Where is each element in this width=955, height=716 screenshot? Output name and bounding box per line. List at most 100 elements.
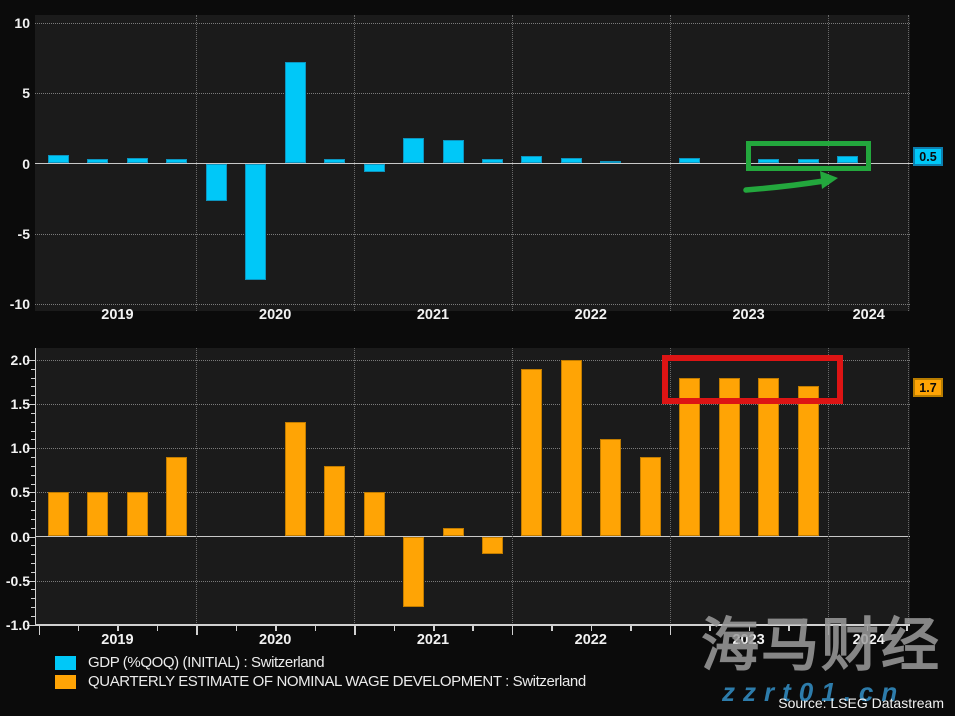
y-axis-label: 5	[22, 85, 30, 102]
y-axis-tick	[31, 615, 35, 617]
y-axis-tick	[31, 395, 35, 397]
gdp-bar	[126, 157, 148, 164]
y-axis-tick	[31, 465, 35, 467]
x-axis-label: 2020	[259, 632, 292, 648]
year-gridline	[669, 348, 671, 625]
wage-bar	[403, 536, 425, 608]
year-gridline	[908, 15, 909, 311]
gdp-series-swatch-icon	[55, 655, 76, 670]
x-axis-label: 2024	[852, 307, 885, 323]
y-axis-tick	[27, 448, 35, 450]
wage-bar	[324, 465, 346, 537]
x-axis-tick	[117, 626, 119, 631]
gdp-bar	[560, 157, 582, 164]
gdp-bar	[87, 159, 109, 164]
x-axis-label: 2022	[574, 632, 607, 648]
source-credit: Source: LSEG Datastream	[778, 695, 944, 711]
y-axis-tick	[31, 474, 35, 476]
x-axis-label: 2019	[101, 307, 134, 323]
wage-bar	[718, 377, 740, 537]
year-gridline	[827, 348, 829, 625]
year-gridline	[196, 15, 198, 311]
gridline	[35, 492, 910, 494]
y-axis-label: -1.0	[5, 616, 30, 633]
wage-bar	[363, 492, 385, 537]
y-axis-tick	[31, 412, 35, 414]
gridline	[35, 23, 910, 24]
year-gridline	[511, 15, 513, 311]
y-axis-tick	[31, 368, 35, 370]
y-axis-label: 1.0	[10, 440, 30, 457]
wage-bar	[126, 492, 148, 537]
y-axis-tick	[27, 359, 35, 361]
x-axis-tick	[77, 626, 80, 631]
gdp-bar	[48, 155, 69, 164]
x-axis-tick	[275, 626, 277, 631]
x-axis-tick	[669, 626, 672, 635]
legend-item-wage: QUARTERLY ESTIMATE OF NOMINAL WAGE DEVEL…	[55, 672, 586, 691]
x-axis-label: 2019	[101, 632, 134, 648]
gdp-bar	[442, 139, 464, 164]
y-axis-label: 1.5	[10, 396, 30, 413]
x-axis-tick	[235, 626, 238, 631]
wage-bar	[284, 421, 306, 537]
gdp-bar	[403, 138, 425, 164]
wage-bar	[639, 457, 661, 537]
x-axis-label: 2020	[259, 307, 292, 323]
x-axis-label: 2021	[416, 307, 450, 323]
x-axis-tick	[354, 626, 356, 635]
year-gridline	[511, 348, 513, 625]
y-axis-tick	[31, 430, 35, 432]
x-axis-tick	[827, 626, 829, 635]
zero-gridline	[35, 163, 910, 164]
x-axis-tick	[196, 626, 198, 635]
y-axis-label: 0.0	[10, 528, 30, 545]
wage-bar	[481, 536, 503, 555]
year-gridline	[354, 348, 356, 625]
gdp-bar	[758, 159, 780, 164]
x-axis-tick	[748, 626, 751, 631]
x-axis-tick	[866, 626, 869, 631]
y-axis-tick	[27, 536, 35, 538]
x-axis-label: 2024	[852, 632, 885, 648]
watermark-url: zzrt01.cn	[722, 677, 906, 707]
gdp-bar	[284, 62, 306, 164]
year-gridline	[827, 15, 829, 311]
gdp-series-label: GDP (%QOQ) (INITIAL) : Switzerland	[88, 654, 325, 671]
year-gridline	[354, 15, 356, 311]
wage-bar	[679, 377, 701, 537]
y-axis-label: 0.5	[10, 484, 30, 501]
y-axis-tick	[31, 501, 35, 503]
y-axis-tick	[31, 439, 35, 441]
zero-line-stub	[910, 163, 914, 164]
wage-plot-area	[27, 348, 910, 635]
gdp-last-value-tag: 0.5	[913, 147, 943, 166]
x-axis-tick	[709, 626, 711, 631]
zero-gridline	[35, 536, 910, 537]
x-axis-tick	[788, 626, 790, 631]
y-axis-label: 10	[14, 15, 30, 31]
y-axis-tick	[27, 624, 35, 626]
wage-bar	[560, 359, 582, 537]
gdp-bar	[679, 157, 701, 164]
y-axis-tick	[31, 562, 35, 564]
x-axis-label: 2022	[574, 307, 607, 323]
gridline	[35, 580, 910, 582]
gridline	[35, 93, 910, 95]
y-axis-tick	[31, 518, 35, 520]
y-axis-tick	[31, 377, 35, 379]
x-axis-tick	[906, 626, 908, 631]
x-axis-label: 2023	[732, 632, 765, 648]
legend-item-gdp: GDP (%QOQ) (INITIAL) : Switzerland	[55, 653, 586, 672]
gdp-bar	[837, 156, 858, 164]
y-axis-label: -10	[9, 296, 30, 312]
y-axis-tick	[27, 404, 35, 406]
y-axis-tick	[31, 589, 35, 591]
wage-bar	[87, 492, 109, 537]
gdp-bar	[324, 159, 346, 164]
y-axis-tick	[31, 483, 35, 485]
wage-bar	[758, 377, 780, 537]
wage-bar	[166, 457, 188, 537]
red-highlight-box	[662, 355, 843, 404]
year-gridline	[669, 15, 671, 311]
